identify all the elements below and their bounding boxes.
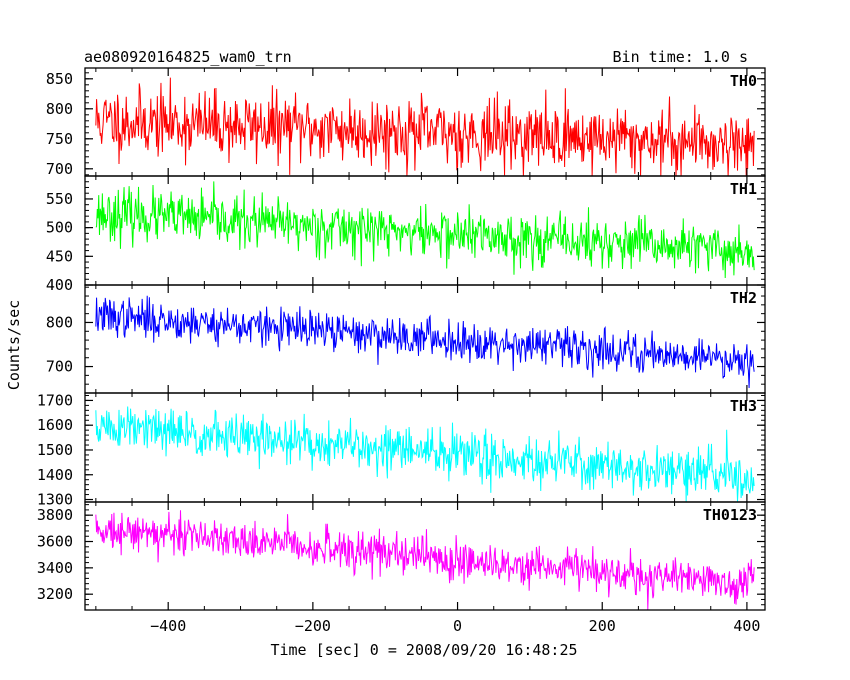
panel-label: TH0 [730, 72, 757, 90]
x-tick-label: 400 [733, 617, 760, 635]
y-tick-label: 750 [46, 130, 73, 148]
y-tick-label: 3400 [37, 559, 73, 577]
y-tick-label: 1400 [37, 466, 73, 484]
y-tick-label: 3800 [37, 506, 73, 524]
x-tick-label: −200 [295, 617, 331, 635]
y-tick-label: 1600 [37, 416, 73, 434]
panel-frame [84, 501, 766, 611]
y-tick-label: 3600 [37, 533, 73, 551]
series-line-th0 [95, 77, 755, 176]
y-tick-label: 800 [46, 313, 73, 331]
x-tick-label: −400 [150, 617, 186, 635]
bin-time-label: Bin time: 1.0 s [613, 48, 748, 66]
panel-label: TH3 [730, 397, 757, 415]
x-axis-label: Time [sec] 0 = 2008/09/20 16:48:25 [270, 641, 577, 659]
y-tick-label: 550 [46, 190, 73, 208]
y-tick-label: 700 [46, 358, 73, 376]
y-tick-label: 1500 [37, 441, 73, 459]
panel-label: TH1 [730, 180, 757, 198]
x-axis: −400 −200 0 200 400 [150, 617, 760, 635]
series-line-th0123 [95, 510, 755, 610]
y-tick-label: 400 [46, 276, 73, 294]
chart-title: ae080920164825_wam0_trn [84, 48, 292, 66]
panel-th3: 1300 1400 1500 1600 1700 TH3 [37, 391, 766, 509]
series-line-th2 [95, 295, 755, 389]
y-tick-label: 850 [46, 70, 73, 88]
y-tick-label: 450 [46, 247, 73, 265]
panel-th1: 400 450 500 550 TH1 [46, 175, 766, 294]
x-tick-label: 200 [589, 617, 616, 635]
panel-stack: 700 750 800 850 TH0 400 450 500 550 TH1 700 800 TH2 1… [37, 67, 766, 611]
y-axis-label: Counts/sec [5, 300, 23, 390]
y-tick-label: 700 [46, 160, 73, 178]
y-tick-label: 3200 [37, 585, 73, 603]
panel-label: TH2 [730, 289, 757, 307]
x-tick-label: 0 [453, 617, 462, 635]
panel-label: TH0123 [703, 506, 757, 524]
y-tick-label: 1300 [37, 491, 73, 509]
y-tick-label: 800 [46, 100, 73, 118]
series-line-th1 [95, 181, 755, 279]
series-line-th3 [95, 406, 755, 502]
panel-th2: 700 800 TH2 [46, 284, 766, 394]
panel-th0: 700 750 800 850 TH0 [46, 67, 766, 178]
panel-th0123: 3200 3400 3600 3800 TH0123 [37, 501, 766, 611]
y-tick-label: 500 [46, 219, 73, 237]
y-tick-label: 1700 [37, 391, 73, 409]
